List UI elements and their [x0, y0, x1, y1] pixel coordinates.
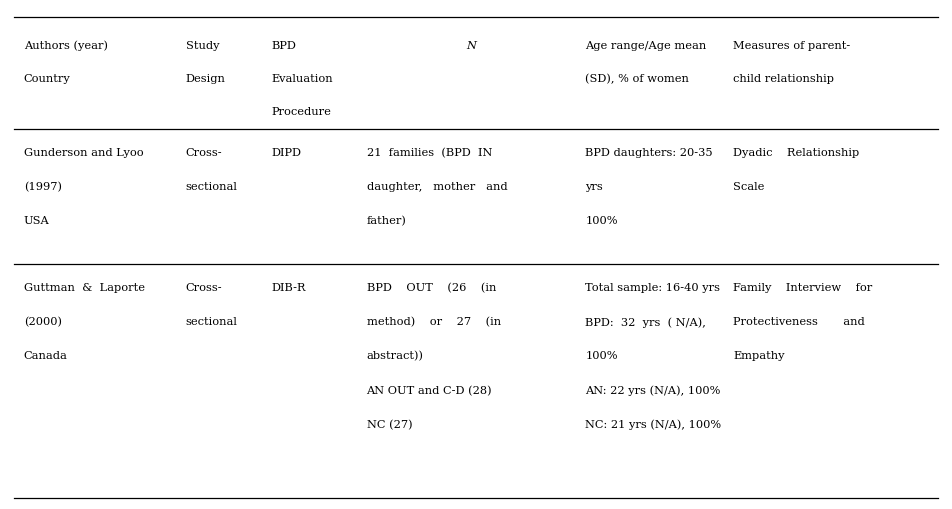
Text: Gunderson and Lyoo: Gunderson and Lyoo [24, 148, 144, 158]
Text: Study: Study [186, 41, 219, 51]
Text: 21  families  (BPD  IN: 21 families (BPD IN [367, 148, 492, 158]
Text: Family    Interview    for: Family Interview for [733, 282, 872, 293]
Text: (1997): (1997) [24, 182, 62, 192]
Text: N: N [466, 41, 476, 51]
Text: Empathy: Empathy [733, 351, 784, 361]
Text: DIPD: DIPD [271, 148, 302, 158]
Text: AN: 22 yrs (N/A), 100%: AN: 22 yrs (N/A), 100% [585, 385, 721, 395]
Text: Dyadic    Relationship: Dyadic Relationship [733, 148, 860, 158]
Text: father): father) [367, 216, 407, 226]
Text: 100%: 100% [585, 216, 618, 226]
Text: Authors (year): Authors (year) [24, 41, 108, 51]
Text: method)    or    27    (in: method) or 27 (in [367, 317, 501, 327]
Text: daughter,   mother   and: daughter, mother and [367, 182, 507, 192]
Text: Country: Country [24, 74, 70, 84]
Text: NC: 21 yrs (N/A), 100%: NC: 21 yrs (N/A), 100% [585, 419, 722, 430]
Text: USA: USA [24, 216, 50, 226]
Text: Protectiveness       and: Protectiveness and [733, 317, 864, 327]
Text: Design: Design [186, 74, 226, 84]
Text: sectional: sectional [186, 317, 237, 327]
Text: Evaluation: Evaluation [271, 74, 333, 84]
Text: NC (27): NC (27) [367, 419, 412, 429]
Text: 100%: 100% [585, 351, 618, 361]
Text: BPD: BPD [271, 41, 296, 51]
Text: abstract)): abstract)) [367, 351, 424, 361]
Text: Guttman  &  Laporte: Guttman & Laporte [24, 282, 145, 293]
Text: Cross-: Cross- [186, 148, 222, 158]
Text: yrs: yrs [585, 182, 604, 192]
Text: sectional: sectional [186, 182, 237, 192]
Text: Measures of parent-: Measures of parent- [733, 41, 850, 51]
Text: (SD), % of women: (SD), % of women [585, 74, 689, 84]
Text: Age range/Age mean: Age range/Age mean [585, 41, 706, 51]
Text: Procedure: Procedure [271, 107, 331, 117]
Text: BPD    OUT    (26    (in: BPD OUT (26 (in [367, 282, 496, 293]
Text: child relationship: child relationship [733, 74, 834, 84]
Text: Scale: Scale [733, 182, 764, 192]
Text: BPD daughters: 20-35: BPD daughters: 20-35 [585, 148, 713, 158]
Text: Total sample: 16-40 yrs: Total sample: 16-40 yrs [585, 282, 721, 293]
Text: AN OUT and C-D (28): AN OUT and C-D (28) [367, 385, 492, 395]
Text: DIB-R: DIB-R [271, 282, 306, 293]
Text: BPD:  32  yrs  ( N/A),: BPD: 32 yrs ( N/A), [585, 317, 706, 327]
Text: Cross-: Cross- [186, 282, 222, 293]
Text: Canada: Canada [24, 351, 68, 361]
Text: (2000): (2000) [24, 317, 62, 327]
